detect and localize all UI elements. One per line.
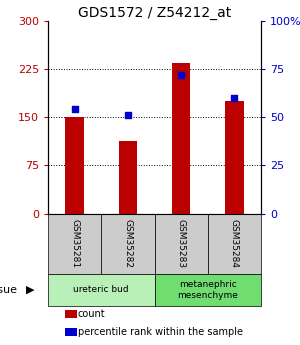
Text: ▶: ▶ (26, 285, 34, 295)
Bar (65, 328, 77, 336)
Bar (48, 274, 154, 306)
Text: GSM35283: GSM35283 (177, 219, 186, 268)
Text: metanephric
mesenchyme: metanephric mesenchyme (177, 280, 238, 299)
Text: GSM35281: GSM35281 (70, 219, 79, 268)
Bar (225, 101, 244, 214)
Text: count: count (78, 309, 105, 319)
Bar (154, 214, 208, 274)
Bar (118, 141, 137, 214)
Text: tissue: tissue (0, 285, 18, 295)
Bar (101, 214, 154, 274)
Text: GSM35282: GSM35282 (123, 219, 132, 268)
Point (125, 112, 130, 118)
Point (179, 72, 184, 78)
Bar (65, 117, 84, 214)
Text: percentile rank within the sample: percentile rank within the sample (78, 327, 243, 337)
Bar (65, 310, 77, 318)
Bar (208, 214, 261, 274)
Bar (48, 214, 101, 274)
Bar (154, 274, 261, 306)
Point (72, 107, 77, 112)
Text: ureteric bud: ureteric bud (74, 285, 129, 294)
Bar (172, 62, 190, 214)
Point (232, 95, 237, 101)
Text: GSM35284: GSM35284 (230, 219, 239, 268)
Title: GDS1572 / Z54212_at: GDS1572 / Z54212_at (78, 6, 231, 20)
